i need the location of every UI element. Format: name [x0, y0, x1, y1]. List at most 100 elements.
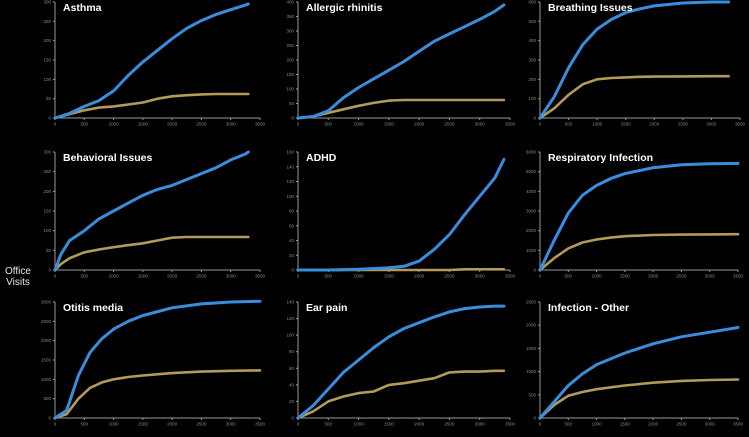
y-tick-label: 1000	[526, 369, 537, 374]
y-tick-label: 2500	[41, 319, 52, 324]
series-line-blue	[538, 326, 740, 420]
y-tick-label: 0	[48, 416, 51, 421]
series-line-gold	[296, 369, 506, 420]
x-tick-label: 1500	[138, 422, 149, 427]
y-tick-label: 100	[286, 333, 294, 338]
chart-panel: 0 20 40 60 80 100 120 140 160 0 500 1000 1500 2000 250…	[286, 150, 515, 279]
y-tick-label: 40	[289, 382, 295, 387]
x-tick-label: 0	[54, 122, 57, 127]
x-tick-label: 3000	[475, 122, 486, 127]
y-tick-label: 50	[46, 96, 52, 101]
series-line-blue	[53, 299, 262, 420]
y-tick-label: 300	[43, 0, 51, 5]
y-tick-label: 20	[289, 253, 295, 258]
x-tick-label: 500	[325, 274, 333, 279]
chart-panel: 0 500 1000 1500 2000 2500 0 500 1000 1500 2000 2500…	[526, 300, 744, 427]
y-tick-label: 20	[289, 399, 295, 404]
y-tick-label: 150	[43, 58, 51, 63]
x-tick-label: 0	[539, 274, 542, 279]
x-tick-label: 2500	[676, 274, 687, 279]
x-tick-label: 500	[325, 422, 333, 427]
y-tick-label: 150	[43, 209, 51, 214]
x-tick-label: 2000	[414, 274, 425, 279]
x-tick-label: 2000	[167, 274, 178, 279]
x-tick-label: 0	[539, 422, 542, 427]
y-tick-label: 200	[528, 77, 536, 82]
x-tick-label: 1000	[109, 274, 120, 279]
series-line-gold	[53, 369, 262, 420]
y-tick-label: 3000	[41, 300, 52, 305]
series-line-blue	[538, 0, 731, 120]
y-tick-label: 400	[528, 38, 536, 43]
series-line-blue	[296, 304, 506, 420]
y-tick-label: 600	[528, 0, 536, 5]
x-tick-label: 3000	[475, 422, 486, 427]
y-tick-label: 2000	[41, 338, 52, 343]
y-tick-label: 150	[286, 72, 294, 77]
y-tick-label: 200	[43, 38, 51, 43]
chart-panel: 0 100 200 300 400 500 600 0 500 1000 1500 2000 2500 3…	[528, 0, 745, 127]
y-tick-label: 50	[46, 248, 52, 253]
y-tick-label: 0	[533, 116, 536, 121]
y-tick-label: 100	[43, 77, 51, 82]
x-tick-label: 2000	[167, 122, 178, 127]
y-tick-label: 0	[533, 416, 536, 421]
x-tick-label: 2500	[196, 422, 207, 427]
y-tick-label: 140	[286, 164, 294, 169]
x-tick-label: 1500	[138, 274, 149, 279]
y-tick-label: 0	[48, 116, 51, 121]
panel-title: Otitis media	[63, 302, 123, 314]
y-tick-label: 5000	[526, 169, 537, 174]
chart-panel: 0 20 40 60 80 100 120 140 0 500 1000 1500 2000 2500 30…	[286, 300, 515, 427]
series-line-gold	[53, 92, 250, 120]
series-line-blue	[296, 3, 506, 120]
y-tick-label: 140	[286, 300, 294, 305]
y-axis-label: Office Visits	[5, 266, 31, 288]
x-tick-label: 2500	[444, 122, 455, 127]
x-tick-label: 1000	[354, 274, 365, 279]
y-tick-label: 0	[291, 416, 294, 421]
x-tick-label: 1500	[138, 122, 149, 127]
y-tick-label: 350	[286, 14, 294, 19]
y-tick-label: 3000	[526, 209, 537, 214]
x-tick-label: 2000	[414, 422, 425, 427]
x-tick-label: 500	[81, 422, 89, 427]
x-tick-label: 3000	[226, 274, 237, 279]
x-tick-label: 0	[539, 122, 542, 127]
x-tick-label: 2500	[676, 422, 687, 427]
y-tick-label: 2000	[526, 323, 537, 328]
y-tick-label: 250	[43, 19, 51, 24]
x-tick-label: 2000	[648, 422, 659, 427]
x-tick-label: 3000	[475, 274, 486, 279]
panel-title: Infection - Other	[548, 302, 629, 314]
x-tick-label: 3000	[226, 422, 237, 427]
y-tick-label: 2500	[526, 300, 537, 305]
panel-title: Breathing Issues	[548, 2, 633, 14]
x-tick-label: 2000	[649, 122, 660, 127]
y-tick-label: 1000	[41, 377, 52, 382]
chart-panel: 0 50 100 150 200 250 300 350 400 0 500 1000 1500 2000…	[286, 0, 515, 127]
series-line-gold	[538, 74, 730, 120]
series-line-blue	[538, 161, 740, 272]
series-line-gold	[538, 232, 740, 272]
y-tick-label: 0	[48, 268, 51, 273]
y-tick-label: 2000	[526, 228, 537, 233]
x-tick-label: 2500	[678, 122, 689, 127]
x-tick-label: 3500	[505, 422, 516, 427]
chart-panel: 0 1000 2000 3000 4000 5000 6000 0 500 1000 1500 200…	[526, 150, 744, 279]
y-tick-label: 100	[528, 96, 536, 101]
series-line-gold	[538, 378, 740, 420]
x-tick-label: 500	[565, 122, 573, 127]
x-tick-label: 0	[297, 274, 300, 279]
panel-title: ADHD	[306, 152, 337, 164]
panel-title: Behavioral Issues	[63, 152, 152, 164]
y-tick-label: 120	[286, 316, 294, 321]
x-tick-label: 2000	[414, 122, 425, 127]
x-tick-label: 3000	[706, 122, 717, 127]
y-tick-label: 500	[528, 392, 536, 397]
series-line-blue	[296, 157, 506, 272]
x-tick-label: 2500	[196, 274, 207, 279]
series-line-gold	[53, 235, 250, 272]
